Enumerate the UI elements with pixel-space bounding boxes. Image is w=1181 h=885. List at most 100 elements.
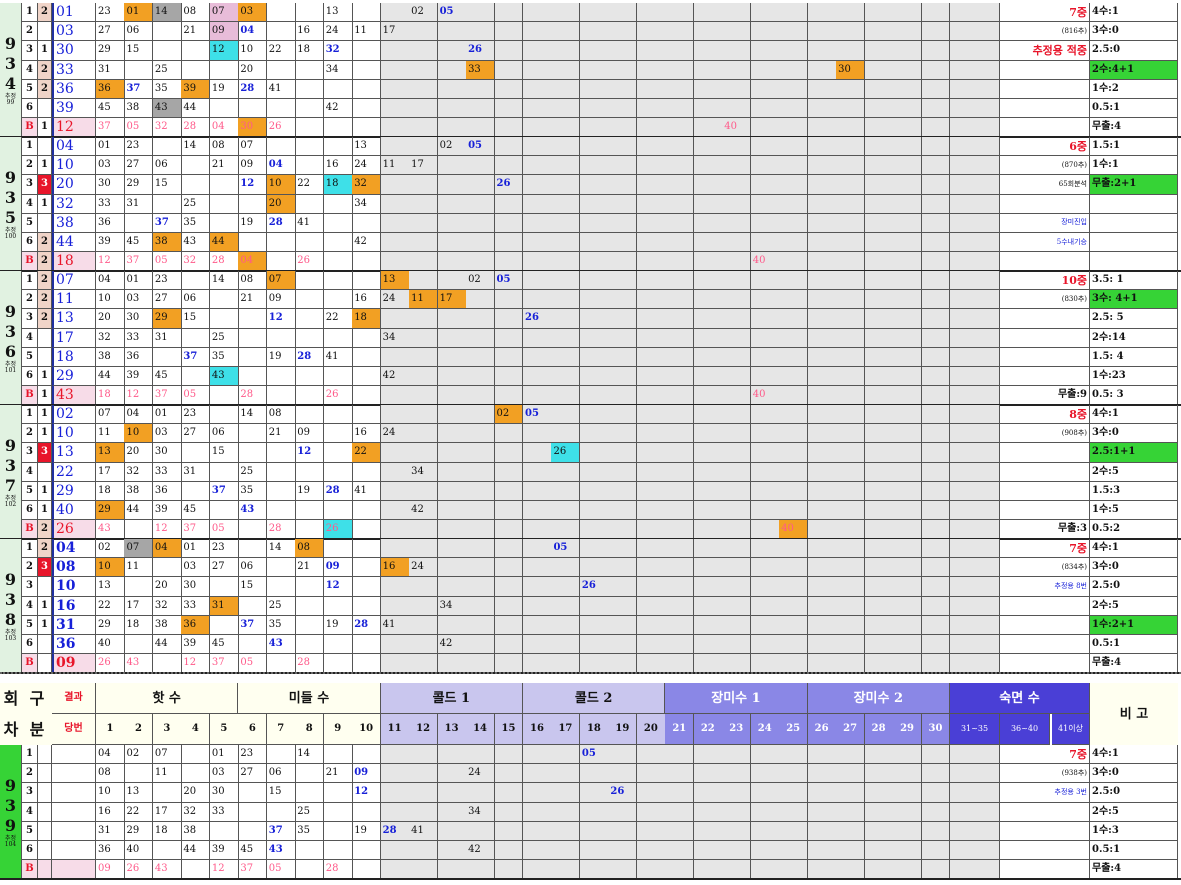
number-cell: 13 xyxy=(96,443,125,463)
number-cell xyxy=(238,347,268,367)
hit-count xyxy=(38,328,52,348)
number-cell xyxy=(836,99,866,119)
number-cell: 05 xyxy=(466,137,496,157)
row-index: 5 xyxy=(22,347,38,367)
number-cell: 02 xyxy=(409,3,439,23)
number-cell xyxy=(921,156,951,176)
number-cell xyxy=(893,745,923,765)
number-cell: 14 xyxy=(209,271,239,291)
drawn-number: 08 xyxy=(52,558,96,578)
number-cell xyxy=(807,539,837,559)
row-index: 5 xyxy=(22,481,38,501)
number-cell xyxy=(266,462,296,482)
number-cell: 18 xyxy=(323,175,353,195)
number-cell xyxy=(779,99,809,119)
number-cell: 32 xyxy=(181,802,211,822)
hit-count xyxy=(38,764,52,784)
round-digit: 9 xyxy=(4,34,17,54)
number-cell xyxy=(665,41,695,61)
number-cell xyxy=(124,635,154,655)
number-cell xyxy=(836,596,866,616)
number-cell xyxy=(579,290,609,310)
number-cell xyxy=(864,615,894,635)
number-cell xyxy=(494,309,524,329)
number-cell xyxy=(551,783,581,803)
number-cell xyxy=(608,745,638,765)
number-cell: 19 xyxy=(352,821,382,841)
drawn-number: 17 xyxy=(52,328,96,348)
number-cell xyxy=(836,481,866,501)
number-cell xyxy=(921,405,951,425)
number-cell xyxy=(836,424,866,444)
group-title: 콜드 1 xyxy=(380,683,523,714)
number-cell xyxy=(750,405,780,425)
sleep-cell xyxy=(950,860,1000,880)
number-cell xyxy=(266,60,296,80)
number-cell xyxy=(893,347,923,367)
number-cell xyxy=(437,520,467,540)
number-cell: 26 xyxy=(608,783,638,803)
number-cell xyxy=(608,290,638,310)
number-cell xyxy=(807,79,837,99)
number-cell xyxy=(579,347,609,367)
number-cell xyxy=(864,424,894,444)
number-cell xyxy=(807,60,837,80)
number-cell xyxy=(864,175,894,195)
number-cell: 09 xyxy=(96,860,125,880)
number-cell xyxy=(409,481,439,501)
number-cell xyxy=(693,309,723,329)
row-index: 4 xyxy=(22,802,38,822)
note-cell: 장미진입 xyxy=(1000,213,1090,233)
number-cell xyxy=(665,821,695,841)
number-cell: 14 xyxy=(181,137,211,157)
number-cell: 23 xyxy=(152,271,182,291)
number-cell xyxy=(380,405,410,425)
number-cell xyxy=(494,481,524,501)
number-cell: 25 xyxy=(238,462,268,482)
number-cell xyxy=(380,443,410,463)
number-cell: 24 xyxy=(352,156,382,176)
sleep-cell xyxy=(950,558,1000,578)
number-cell xyxy=(807,405,837,425)
number-cell xyxy=(750,41,780,61)
number-cell xyxy=(665,118,695,138)
row-index: B xyxy=(22,860,38,880)
number-cell: 42 xyxy=(437,635,467,655)
number-cell: 23 xyxy=(209,539,239,559)
number-cell xyxy=(238,539,268,559)
number-cell: 28 xyxy=(323,860,353,880)
number-cell xyxy=(864,41,894,61)
number-cell xyxy=(494,290,524,310)
row-index: 5 xyxy=(22,821,38,841)
number-cell xyxy=(523,99,552,119)
number-cell: 12 xyxy=(266,309,296,329)
number-cell xyxy=(893,821,923,841)
drawn-number: 29 xyxy=(52,367,96,387)
number-cell: 12 xyxy=(152,520,182,540)
number-cell xyxy=(636,290,666,310)
number-cell xyxy=(893,783,923,803)
number-cell xyxy=(409,520,439,540)
number-cell: 04 xyxy=(124,405,154,425)
number-cell xyxy=(779,745,809,765)
number-cell xyxy=(295,328,325,348)
number-cell xyxy=(921,328,951,348)
number-cell: 02 xyxy=(494,405,524,425)
number-cell: 04 xyxy=(238,252,268,272)
number-cell xyxy=(238,783,268,803)
number-cell xyxy=(437,577,467,597)
number-cell xyxy=(893,596,923,616)
number-cell: 06 xyxy=(181,290,211,310)
stat-cell: 3.5: 1 xyxy=(1090,271,1178,291)
number-cell: 22 xyxy=(96,596,125,616)
number-cell xyxy=(380,577,410,597)
row-index: 6 xyxy=(22,233,38,253)
number-cell xyxy=(921,615,951,635)
number-cell: 33 xyxy=(152,462,182,482)
hit-count: 2 xyxy=(38,3,52,23)
number-cell xyxy=(921,462,951,482)
number-cell: 31 xyxy=(209,596,239,616)
number-cell xyxy=(409,137,439,157)
number-cell xyxy=(779,501,809,521)
number-cell xyxy=(864,79,894,99)
